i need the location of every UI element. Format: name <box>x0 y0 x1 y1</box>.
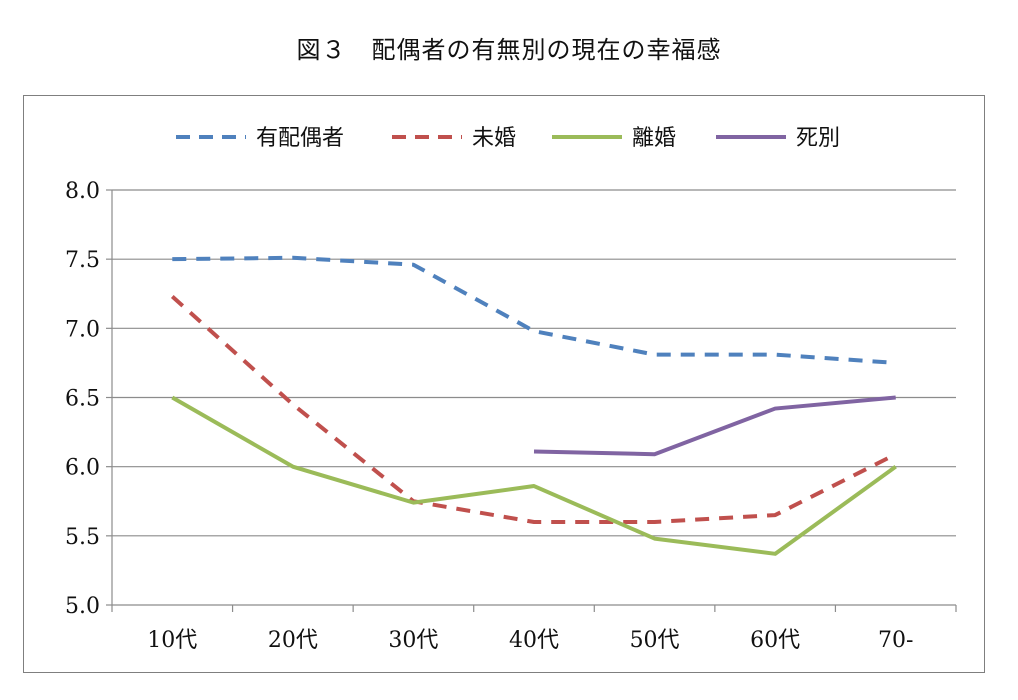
series-line-0 <box>172 255 896 365</box>
axes: 5.0 5.5 6.0 6.5 7.0 7.5 8.0 10代 20代 30代 40代 50代 60代 7… <box>65 179 957 653</box>
x-tick-label: 20代 <box>268 628 318 653</box>
legend-label-0: 有配偶者 <box>256 126 344 151</box>
series-line-2 <box>171 395 897 556</box>
x-tick-label: 40代 <box>509 628 559 653</box>
x-tick-label: 10代 <box>147 628 197 653</box>
legend-label-1: 未婚 <box>472 126 516 151</box>
x-tick-label: 50代 <box>630 628 680 653</box>
y-tick-label: 5.0 <box>65 594 100 619</box>
legend: 有配偶者 未婚 離婚 死別 <box>176 126 840 151</box>
x-tick-label: 30代 <box>388 628 438 653</box>
gridlines <box>112 189 956 606</box>
chart-frame <box>23 95 985 673</box>
legend-label-2: 離婚 <box>632 126 676 151</box>
y-tick-label: 7.0 <box>65 317 100 342</box>
x-tick-label: 70- <box>878 628 913 653</box>
y-tick-label: 7.5 <box>65 248 100 273</box>
x-tick-label: 60代 <box>750 628 800 653</box>
series-line-3 <box>533 395 896 457</box>
y-tick-label: 8.0 <box>65 179 100 204</box>
y-tick-label: 6.0 <box>65 456 100 481</box>
chart-title: 図３ 配偶者の有無別の現在の幸福感 <box>296 36 722 64</box>
y-tick-label: 6.5 <box>65 387 100 412</box>
series-lines <box>170 255 897 556</box>
legend-label-3: 死別 <box>796 126 840 151</box>
y-tick-label: 5.5 <box>65 525 100 550</box>
